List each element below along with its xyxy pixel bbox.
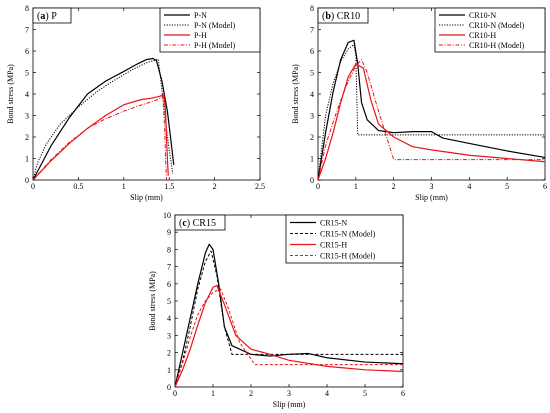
legend-label: CR15-N <box>320 219 347 228</box>
y-tick-label: 1 <box>167 366 171 375</box>
y-tick-label: 1 <box>25 155 29 164</box>
y-tick-label: 5 <box>167 297 171 306</box>
y-tick-label: 3 <box>167 331 171 340</box>
chart-panel-b: 0 1 2 3 4 5 6 0 1 2 3 4 5 6 7 8 Slip (mm) Bond stress (MP… <box>291 4 547 202</box>
legend-label: P-H <box>194 31 207 40</box>
series-line-p-h-model <box>33 96 167 180</box>
x-axis-label: Slip (mm) <box>273 400 306 409</box>
panel-tag: (a) P <box>37 11 57 22</box>
series-line-cr15-h <box>175 284 403 387</box>
legend-label: P-N <box>194 11 207 20</box>
series-line-p-h <box>33 93 169 180</box>
y-tick-label: 9 <box>167 228 171 237</box>
y-tick-label: 0 <box>25 176 29 185</box>
legend-label: CR10-N (Model) <box>469 21 525 30</box>
x-tick-label: 3 <box>430 182 434 191</box>
legend-label: P-N (Model) <box>194 21 235 30</box>
y-tick-label: 1 <box>310 155 314 164</box>
x-tick-label: 5 <box>363 389 367 398</box>
x-tick-label: 1.5 <box>164 182 174 191</box>
legend-label: CR15-H <box>320 241 347 250</box>
y-tick-label: 6 <box>25 47 29 56</box>
series-line-cr10-h-model <box>318 59 545 180</box>
y-tick-label: 6 <box>167 280 171 289</box>
x-tick-label: 0.5 <box>73 182 83 191</box>
chart-panel-c: 0 1 2 3 4 5 6 0 1 2 3 4 5 6 7 8 9 10 Slip (mm) Bond stress … <box>148 211 405 409</box>
legend: P-NP-N (Model)P-HP-H (Model) <box>159 7 261 53</box>
x-tick-label: 0 <box>173 389 177 398</box>
y-tick-label: 5 <box>310 69 314 78</box>
legend-label: CR10-H <box>469 31 496 40</box>
panel-name: P <box>51 11 57 22</box>
y-tick-label: 6 <box>310 47 314 56</box>
x-axis-label: Slip (mm) <box>415 193 448 202</box>
x-tick-label: 1 <box>211 389 215 398</box>
panel-tag: (c) CR15 <box>179 218 216 229</box>
y-tick-label: 4 <box>25 90 29 99</box>
panel-letter: a <box>40 11 45 22</box>
y-axis-label: Bond stress (MPa) <box>291 64 300 124</box>
y-tick-label: 2 <box>310 133 314 142</box>
series-line-cr10-n-model <box>318 44 545 180</box>
y-tick-label: 3 <box>310 112 314 121</box>
y-tick-label: 5 <box>25 69 29 78</box>
series-line-p-n-model <box>33 58 174 180</box>
chart-panel-a: 0 0.5 1 1.5 2 2.5 0 1 2 3 4 5 6 7 8 Slip (mm) Bond stres… <box>6 4 265 202</box>
panel-tag-box <box>174 214 226 231</box>
y-tick-label: 3 <box>25 112 29 121</box>
panel-tag-box <box>32 7 72 24</box>
x-tick-label: 2.5 <box>255 182 265 191</box>
panel-name: CR15 <box>193 218 216 229</box>
y-axis-label: Bond stress (MPa) <box>148 271 157 331</box>
y-tick-label: 7 <box>25 26 29 35</box>
x-axis-label: Slip (mm) <box>130 193 163 202</box>
x-tick-label: 1 <box>354 182 358 191</box>
x-tick-label: 4 <box>467 182 471 191</box>
y-axis-label: Bond stress (MPa) <box>6 64 15 124</box>
legend-label: P-H (Model) <box>194 41 235 50</box>
y-tick-label: 4 <box>310 90 314 99</box>
series-line-cr15-h-model <box>175 288 403 387</box>
x-tick-label: 6 <box>401 389 405 398</box>
panel-name: CR10 <box>337 11 360 22</box>
y-tick-label: 7 <box>310 26 314 35</box>
legend-label: CR15-N (Model) <box>320 230 376 239</box>
series-line-p-n <box>33 57 175 180</box>
y-tick-label: 8 <box>25 4 29 13</box>
panel-letter: b <box>325 11 331 22</box>
series-line-cr15-n <box>175 243 403 387</box>
panel-letter: c <box>182 218 187 229</box>
y-tick-label: 8 <box>167 245 171 254</box>
y-tick-label: 7 <box>167 263 171 272</box>
panel-tag-box <box>317 7 369 24</box>
y-tick-label: 2 <box>167 349 171 358</box>
y-tick-label: 2 <box>25 133 29 142</box>
series-line-cr10-h <box>318 63 545 180</box>
y-tick-label: 10 <box>163 211 171 220</box>
x-tick-label: 4 <box>325 389 329 398</box>
legend-label: CR10-N <box>469 11 496 20</box>
legend-label: CR10-H (Model) <box>469 41 525 50</box>
x-tick-label: 5 <box>505 182 509 191</box>
y-tick-label: 8 <box>310 4 314 13</box>
x-tick-label: 2 <box>249 389 253 398</box>
series-line-cr15-n-model <box>175 250 403 387</box>
x-tick-label: 1 <box>122 182 126 191</box>
x-tick-label: 2 <box>392 182 396 191</box>
x-tick-label: 6 <box>543 182 547 191</box>
legend-label: CR15-H (Model) <box>320 252 376 261</box>
legend: CR15-N CR15-N (Model) CR15-H CR15-H (Model) <box>285 214 404 264</box>
y-tick-label: 0 <box>310 176 314 185</box>
panel-tag: (b) CR10 <box>322 11 360 22</box>
y-tick-label: 4 <box>167 314 171 323</box>
x-tick-label: 2 <box>213 182 217 191</box>
x-tick-label: 0 <box>316 182 320 191</box>
y-tick-label: 0 <box>167 383 171 392</box>
x-tick-label: 3 <box>287 389 291 398</box>
x-tick-label: 0 <box>31 182 35 191</box>
